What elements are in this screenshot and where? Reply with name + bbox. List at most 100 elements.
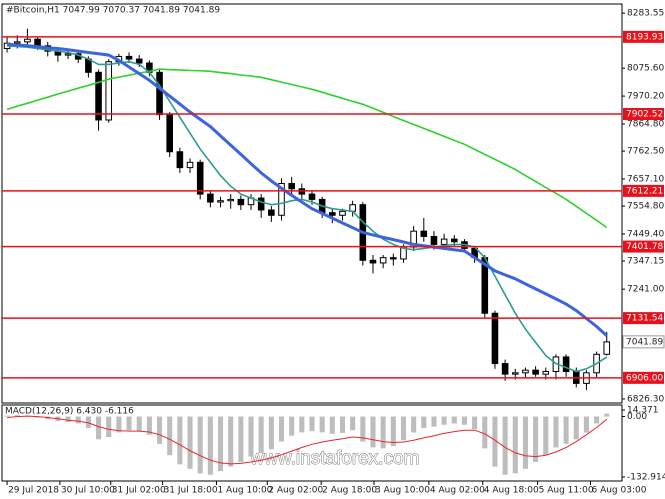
candle-body [257,197,265,211]
x-tick-label: 6 Aug 03:00 [591,486,646,496]
candle-body [64,53,72,56]
x-tick-label: 2 Aug 18:00 [322,486,377,496]
x-tick-label: 30 Jul 10:00 [61,486,115,496]
macd-bar [421,416,427,428]
macd-bar [319,416,325,433]
level-label: 6906.00 [626,373,663,383]
x-tick-label: 5 Aug 11:00 [539,486,594,496]
level-label-box [623,371,664,384]
candle-body [207,193,214,203]
macd-bar [258,416,264,453]
x-tick-label: 4 Aug 18:00 [484,486,539,496]
macd-bar [339,416,346,433]
macd-bar [543,416,549,456]
macd-bar [85,416,91,428]
y-tick-label: 8075.60 [627,64,664,74]
candle-body [379,257,387,264]
candle-body [440,238,448,245]
candle-body [501,363,509,375]
level-label-box [623,184,664,197]
moving-average [6,68,608,229]
candle-body [24,38,31,43]
macd-bar [370,416,376,448]
level-label-box [623,108,664,121]
candle-body [511,372,519,375]
candle-body [369,259,377,264]
candle-body [390,257,397,260]
level-label: 8193.93 [626,32,663,42]
moving-average [7,45,608,373]
macd-bar [14,415,20,417]
candle-body [105,61,113,121]
macd-bar [563,416,569,444]
y-tick-label: 0.00 [627,412,647,422]
macd-bar [167,416,173,456]
candle-body [217,200,224,203]
macd-bar [451,416,457,424]
candle-body [308,193,316,200]
macd-bar [441,416,447,425]
macd-bar [309,416,315,432]
candle-body [95,71,102,121]
macd-bar [492,416,498,467]
candle-body [227,198,234,202]
macd-bar [248,416,254,457]
macd-bar [157,416,163,444]
candle-body [329,212,336,216]
macd-bar [4,415,10,417]
macd-bar [583,416,589,433]
candle-body [430,235,438,245]
candle-body [237,198,245,206]
x-tick-label: 2 Aug 02:00 [268,486,323,496]
y-tick-label: 7657.10 [627,174,664,184]
candle-body [542,370,550,375]
moving-average [6,42,608,337]
level-label: 7902.52 [626,110,663,120]
level-label: 7612.21 [626,186,663,196]
macd-bar [106,416,112,438]
price-frame [1,3,623,404]
macd-title: MACD(12,26,9) 6.430 -6.116 [5,407,134,417]
macd-bar [512,416,518,474]
y-tick-label: 8283.55 [627,9,664,19]
macd-bar [461,416,467,425]
candle-body [339,210,346,216]
macd-bar [177,416,183,465]
macd-bar [207,416,213,475]
macd-bar [96,416,102,440]
y-tick-label: 7241.00 [627,285,664,295]
y-tick-label: 7762.50 [627,147,664,157]
candle-body [288,183,295,190]
level-label-box [623,312,664,325]
macd-bar [431,416,437,427]
macd-bar [299,416,305,433]
x-tick-label: 4 Aug 02:00 [430,486,485,496]
macd-bar [329,416,335,434]
macd-bar [238,416,244,463]
last-price-label: 7041.89 [626,337,663,347]
macd-signal [7,415,608,465]
last-price-box [622,335,665,349]
y-tick-label: 7347.15 [627,257,664,267]
candle-body [532,369,539,375]
candle-body [268,209,275,216]
macd-bar [278,416,285,442]
y-tick-label: 7554.80 [627,202,664,212]
y-tick-label: 14.371 [627,406,659,416]
macd-bar [573,416,579,440]
macd-bar [533,416,539,463]
candle-body [186,161,194,169]
macd-bar [350,416,356,431]
y-tick-label: 7864.80 [627,119,664,129]
macd-frame [1,404,623,482]
x-tick-label: 29 Jul 2018 [8,486,59,496]
macd-bar [197,416,203,474]
candle-body [176,151,184,169]
x-tick-label: 31 Jul 18:00 [164,486,218,496]
level-label-box [623,240,664,253]
candle-body [156,71,163,116]
level-label-box [623,30,664,43]
candle-body [562,356,570,372]
candle-body [166,114,173,153]
